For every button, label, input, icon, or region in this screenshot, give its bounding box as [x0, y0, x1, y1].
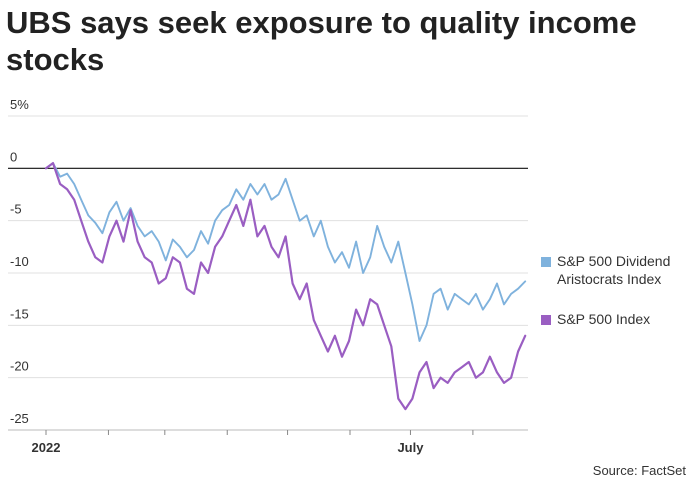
y-tick-label: 5% — [10, 97, 29, 112]
source-note: Source: FactSet — [592, 463, 686, 478]
series-layer — [44, 162, 527, 411]
y-tick-label: -15 — [10, 306, 29, 321]
y-tick-label: -20 — [10, 359, 29, 374]
legend-label-dividend-aristocrats: S&P 500 Dividend Aristocrats Index — [557, 253, 671, 287]
legend-item-dividend-aristocrats: S&P 500 Dividend Aristocrats Index — [541, 252, 696, 288]
y-tick-label: -25 — [10, 411, 29, 426]
chart-title: UBS says seek exposure to quality income… — [6, 5, 637, 77]
legend-swatch-sp500 — [541, 315, 551, 325]
y-tick-label: -5 — [10, 202, 22, 217]
x-tick-label: 2022 — [32, 440, 61, 455]
y-tick-label: -10 — [10, 254, 29, 269]
legend-label-sp500: S&P 500 Index — [557, 311, 651, 327]
grid-layer — [8, 115, 528, 431]
legend-item-sp500: S&P 500 Index — [541, 310, 696, 328]
series-line-sp500 — [44, 162, 527, 411]
series-line-dividend-aristocrats — [45, 162, 527, 342]
y-tick-label: 0 — [10, 149, 17, 164]
legend-swatch-dividend-aristocrats — [541, 257, 551, 267]
legend: S&P 500 Dividend Aristocrats Index S&P 5… — [541, 252, 696, 350]
x-tick-label: July — [397, 440, 424, 455]
